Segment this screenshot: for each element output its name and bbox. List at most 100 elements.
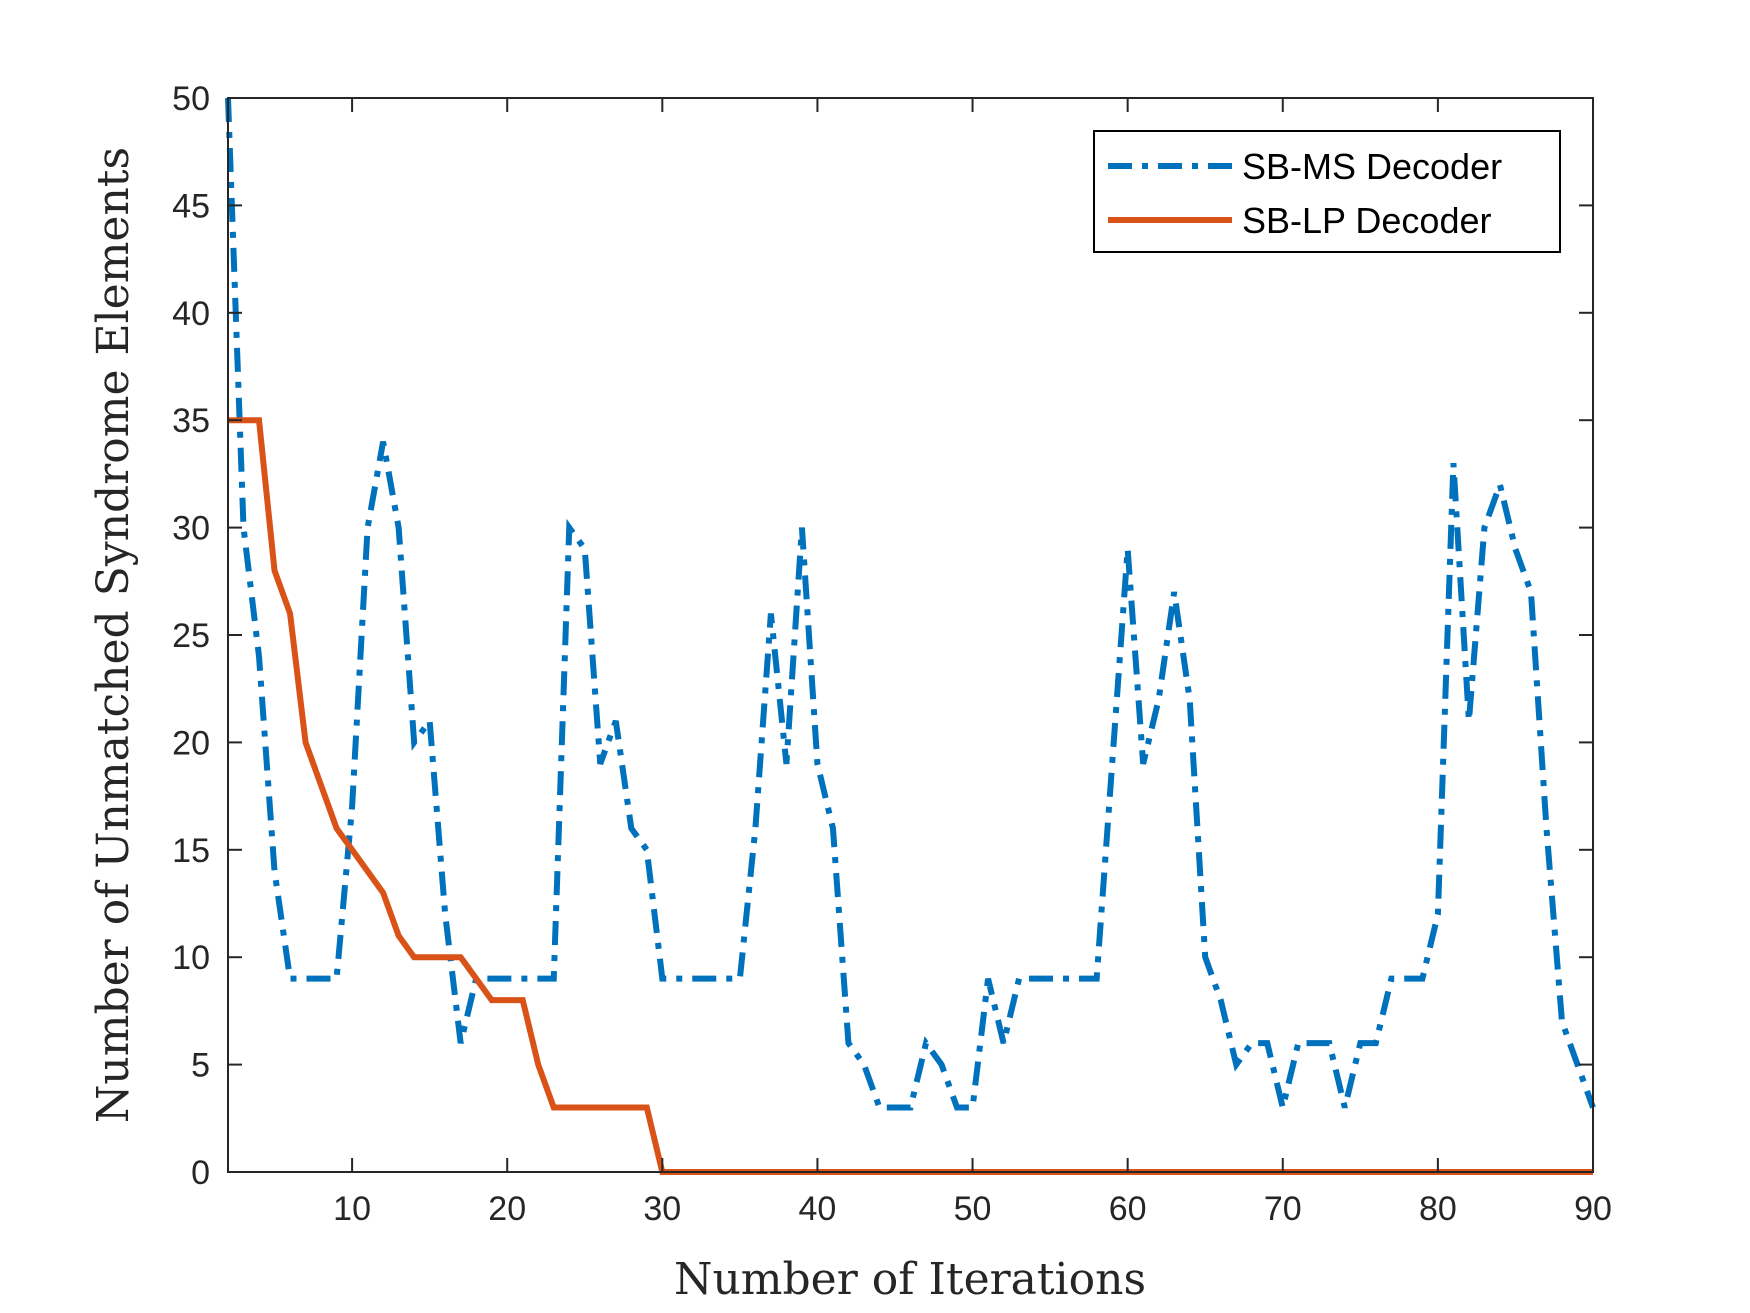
data-point (458, 1040, 464, 1046)
data-point (845, 1040, 851, 1046)
data-point (1435, 911, 1441, 917)
data-point (954, 1105, 960, 1111)
data-point (628, 825, 634, 831)
data-point (706, 976, 712, 982)
data-point (1032, 976, 1038, 982)
data-point (489, 997, 495, 1003)
data-point (1512, 546, 1518, 552)
data-point (566, 525, 572, 531)
data-point (1466, 718, 1472, 724)
data-point (690, 976, 696, 982)
data-point (892, 1105, 898, 1111)
data-point (287, 976, 293, 982)
y-tick-label: 15 (172, 832, 210, 870)
data-point (442, 954, 448, 960)
data-point (644, 847, 650, 853)
data-point (923, 1040, 929, 1046)
data-point (303, 976, 309, 982)
legend-label-sb-ms: SB-MS Decoder (1242, 146, 1502, 187)
data-point (411, 954, 417, 960)
data-point (411, 739, 417, 745)
data-point (1094, 976, 1100, 982)
data-point (830, 825, 836, 831)
data-point (1078, 976, 1084, 982)
data-point (442, 911, 448, 917)
data-point (613, 1105, 619, 1111)
data-point (504, 976, 510, 982)
data-point (1481, 525, 1487, 531)
data-point (1419, 976, 1425, 982)
data-point (1001, 1040, 1007, 1046)
data-point (318, 976, 324, 982)
data-point (256, 653, 262, 659)
data-point (721, 976, 727, 982)
data-point (365, 525, 371, 531)
y-axis-title: Number of Unmatched Syndrome Elements (88, 147, 139, 1123)
data-point (1373, 1040, 1379, 1046)
data-point (582, 1105, 588, 1111)
x-tick-label: 10 (333, 1190, 371, 1228)
plot-area (228, 98, 1593, 1172)
x-tick-label: 70 (1264, 1190, 1302, 1228)
data-point (939, 1062, 945, 1068)
data-point (1249, 1040, 1255, 1046)
x-tick-label: 60 (1109, 1190, 1147, 1228)
data-point (535, 976, 541, 982)
y-tick-label: 35 (172, 402, 210, 440)
data-point (597, 1105, 603, 1111)
data-point (566, 1105, 572, 1111)
x-tick-label: 30 (643, 1190, 681, 1228)
data-point (1497, 482, 1503, 488)
data-point (675, 976, 681, 982)
data-point (334, 825, 340, 831)
x-tick-label: 40 (799, 1190, 837, 1228)
data-point (318, 782, 324, 788)
data-point (908, 1105, 914, 1111)
data-point (1280, 1105, 1286, 1111)
data-point (985, 976, 991, 982)
data-point (1171, 589, 1177, 595)
data-point (349, 804, 355, 810)
data-point (380, 439, 386, 445)
data-point (349, 847, 355, 853)
data-point (334, 976, 340, 982)
data-point (1218, 997, 1224, 1003)
data-point (1016, 976, 1022, 982)
data-point (613, 718, 619, 724)
x-tick-label: 20 (488, 1190, 526, 1228)
data-point (1388, 976, 1394, 982)
data-point (752, 825, 758, 831)
x-tick-label: 90 (1574, 1190, 1612, 1228)
y-tick-label: 0 (191, 1154, 210, 1192)
data-point (1342, 1105, 1348, 1111)
data-point (1404, 976, 1410, 982)
y-tick-label: 25 (172, 617, 210, 655)
y-tick-label: 20 (172, 724, 210, 762)
data-point (783, 761, 789, 767)
data-point (551, 1105, 557, 1111)
data-point (1528, 589, 1534, 595)
data-point (1264, 1040, 1270, 1046)
y-tick-label: 10 (172, 939, 210, 977)
data-point (1543, 825, 1549, 831)
data-point (287, 611, 293, 617)
data-point (551, 976, 557, 982)
data-point (365, 868, 371, 874)
data-point (396, 933, 402, 939)
data-point (799, 525, 805, 531)
data-point (1125, 546, 1131, 552)
y-tick-label: 50 (172, 80, 210, 118)
data-point (861, 1062, 867, 1068)
data-point (582, 546, 588, 552)
y-tick-label: 40 (172, 295, 210, 333)
legend-box (1093, 130, 1561, 253)
data-point (1450, 460, 1456, 466)
x-tick-label: 80 (1419, 1190, 1457, 1228)
data-point (520, 997, 526, 1003)
data-point (1233, 1062, 1239, 1068)
data-point (1559, 1019, 1565, 1025)
data-point (1295, 1040, 1301, 1046)
data-point (1326, 1040, 1332, 1046)
data-point (1202, 954, 1208, 960)
